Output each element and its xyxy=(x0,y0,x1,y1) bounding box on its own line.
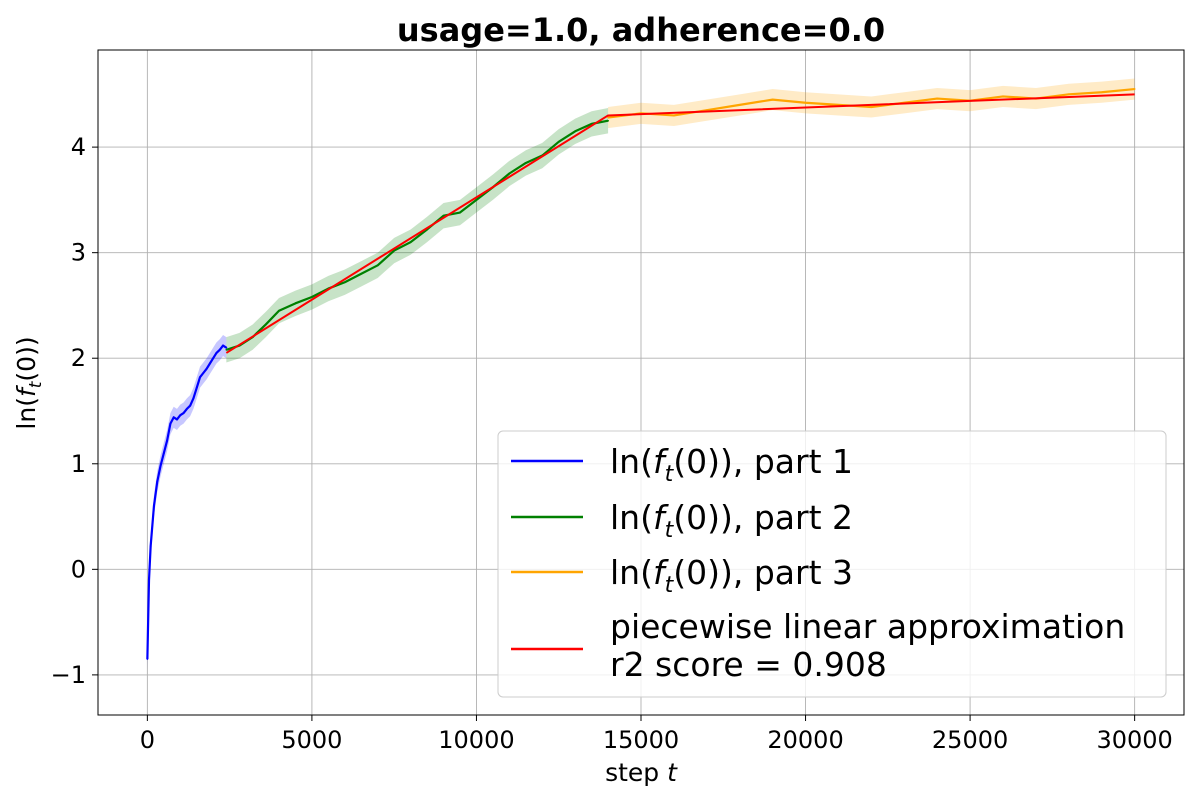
series-2-point xyxy=(294,302,297,305)
series-3-point xyxy=(870,106,873,108)
series-1-point xyxy=(179,414,182,417)
legend-label-part-2: ln(ft(0)), part 2 xyxy=(610,498,853,543)
series-lines xyxy=(146,87,1136,660)
series-4-line xyxy=(225,93,1135,354)
series-1-point xyxy=(218,348,221,351)
series-2-point xyxy=(360,272,363,275)
x-axis-label: step t xyxy=(605,758,678,787)
x-tick-label: 0 xyxy=(140,726,155,754)
series-3-point xyxy=(1133,88,1136,90)
series-1-point xyxy=(176,418,178,421)
x-tick-label: 15000 xyxy=(603,726,679,754)
series-2-point xyxy=(607,119,609,122)
y-tick-label: 0 xyxy=(71,555,86,583)
series-3-point xyxy=(1067,93,1070,96)
series-2-point xyxy=(574,130,577,133)
series-1-point xyxy=(189,404,192,407)
x-tick-label: 20000 xyxy=(767,726,843,754)
legend: ln(ft(0)), part 1 ln(ft(0)), part 2 ln(f… xyxy=(497,430,1167,698)
series-1-point xyxy=(146,658,149,660)
series-3-point xyxy=(607,116,609,119)
series-1-point xyxy=(159,464,162,467)
series-2-point xyxy=(278,309,280,312)
series-1-point xyxy=(149,545,152,548)
series-2-point xyxy=(409,241,412,244)
series-3-point xyxy=(1100,91,1103,94)
series-1-point xyxy=(215,352,218,354)
series-3-point xyxy=(1002,95,1004,98)
series-2-point xyxy=(225,348,228,351)
series-1-point xyxy=(199,376,201,379)
series-2-point xyxy=(343,281,346,284)
legend-label-approximation: piecewise linear approximation xyxy=(610,607,1125,646)
series-3-point xyxy=(804,101,807,104)
series-1-point xyxy=(195,386,198,389)
series-1-point xyxy=(162,452,165,455)
series-2-point xyxy=(393,249,396,252)
x-tick-label: 5000 xyxy=(281,726,342,754)
series-1-point xyxy=(172,416,175,419)
series-2-point xyxy=(442,214,445,217)
series-3-band xyxy=(608,78,1135,129)
legend-label-part-3: ln(ft(0)), part 3 xyxy=(610,553,853,598)
x-tick-label: 30000 xyxy=(1096,726,1172,754)
series-2-point xyxy=(459,211,461,214)
series-1-point xyxy=(212,357,215,360)
series-3-point xyxy=(738,103,741,106)
series-1-band xyxy=(147,335,227,670)
series-1-point xyxy=(205,367,208,370)
x-tick-label: 25000 xyxy=(932,726,1008,754)
series-1-point xyxy=(185,407,188,410)
legend-frame xyxy=(497,430,1167,698)
y-tick-label: 1 xyxy=(71,450,86,478)
series-1-point xyxy=(156,480,159,483)
series-1-point xyxy=(225,346,228,349)
series-2-point xyxy=(475,198,478,201)
y-axis-label: ln(ft(0)) xyxy=(12,336,46,429)
legend-label-part-1: ln(ft(0)), part 1 xyxy=(610,442,853,487)
y-tick-label: 4 xyxy=(71,133,86,161)
series-3-point xyxy=(771,98,774,101)
x-axis-label-main: step xyxy=(605,758,667,787)
chart-title: usage=1.0, adherence=0.0 xyxy=(397,11,885,49)
series-3-point xyxy=(673,114,675,117)
series-3-point xyxy=(936,97,939,100)
series-2-point xyxy=(264,323,267,326)
series-1-point xyxy=(153,505,155,507)
x-axis-label-var: t xyxy=(667,758,678,787)
series-1-point xyxy=(169,422,172,425)
series-2-point xyxy=(311,296,313,298)
series-2-point xyxy=(524,162,527,164)
series-2-point xyxy=(557,140,560,143)
series-1-point xyxy=(222,344,224,347)
series-1-point xyxy=(166,439,169,442)
series-1-point xyxy=(202,372,205,374)
series-1-point xyxy=(182,412,185,415)
series-1-point xyxy=(192,397,195,400)
series-1-line xyxy=(146,344,227,660)
y-tick-label: −1 xyxy=(51,661,86,689)
series-2-point xyxy=(376,264,379,267)
series-1-point xyxy=(148,578,150,581)
legend-label-r2-score: r2 score = 0.908 xyxy=(610,645,887,684)
series-2-point xyxy=(508,172,511,175)
y-tick-label: 3 xyxy=(71,239,86,267)
x-tick-label: 10000 xyxy=(438,726,514,754)
axis-ticks: 0 5000 10000 15000 20000 25000 30000 −1 0 1 2 3 4 xyxy=(51,133,1173,754)
y-tick-label: 2 xyxy=(71,344,86,372)
series-1-point xyxy=(208,362,211,365)
